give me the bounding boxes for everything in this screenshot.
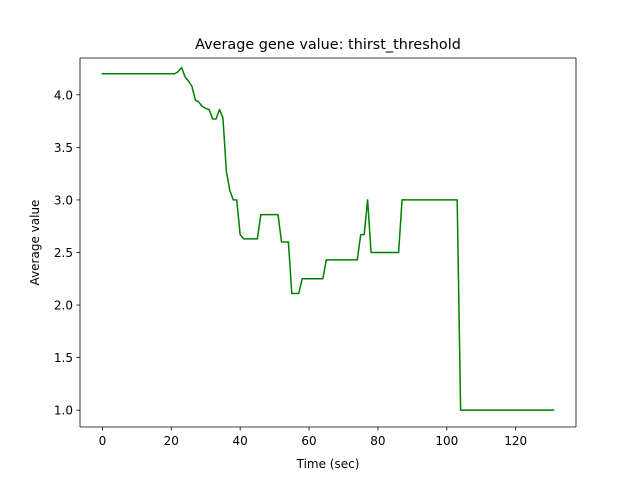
x-tick-label: 100 (435, 434, 458, 448)
axes-layer (79, 57, 577, 428)
x-tick-label: 80 (370, 434, 385, 448)
y-tick-label: 2.5 (54, 246, 73, 260)
x-tick-label: 20 (164, 434, 179, 448)
x-tick-label: 60 (301, 434, 316, 448)
x-tick-label: 40 (233, 434, 248, 448)
y-tick-label: 3.5 (54, 141, 73, 155)
y-tick-label: 4.0 (54, 88, 73, 102)
plot-area (80, 58, 576, 427)
ticks-layer: 0 20 40 60 80 100 120 1.0 1.5 2.0 2.5 3.0 3.5 4.0 (54, 88, 527, 448)
y-tick-label: 1.0 (54, 404, 73, 418)
y-tick-label: 2.0 (54, 299, 73, 313)
y-tick-label: 1.5 (54, 351, 73, 365)
x-tick-label: 0 (99, 434, 107, 448)
chart-title: Average gene value: thirst_threshold (195, 37, 461, 53)
x-tick-label: 120 (504, 434, 527, 448)
y-tick-label: 3.0 (54, 193, 73, 207)
y-axis-label: Average value (28, 200, 42, 286)
x-axis-label: Time (sec) (296, 457, 360, 471)
series-layer (101, 66, 555, 411)
series-line-0 (101, 66, 555, 411)
